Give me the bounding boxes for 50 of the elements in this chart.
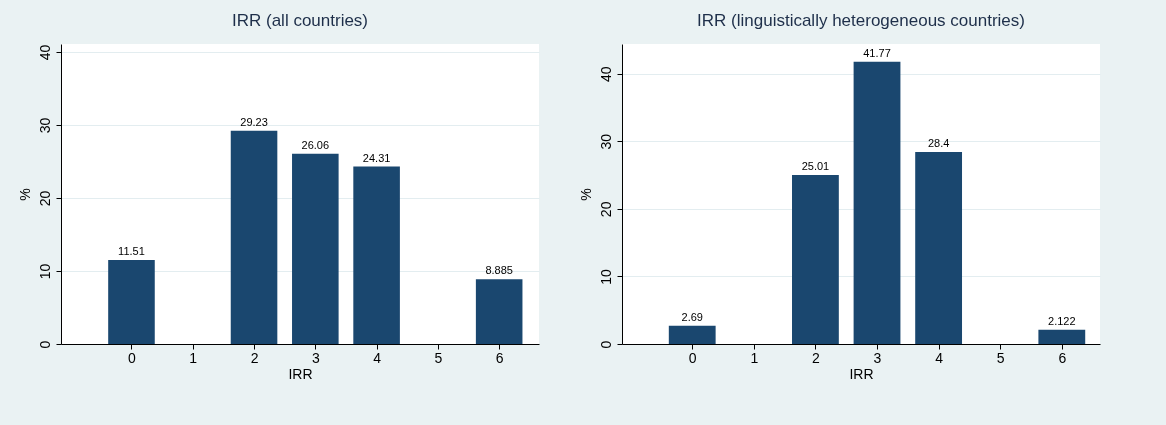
x-tick-label: 3 bbox=[873, 349, 882, 366]
y-axis-title: % bbox=[16, 188, 33, 201]
y-tick-label: 30 bbox=[36, 117, 53, 134]
x-tick-label: 4 bbox=[373, 349, 382, 366]
data-label: 24.31 bbox=[362, 151, 391, 164]
x-tick-label: 5 bbox=[996, 349, 1005, 366]
y-tick-label: 20 bbox=[36, 190, 53, 207]
y-tick-label: 40 bbox=[597, 66, 614, 83]
y-tick-label: 0 bbox=[597, 340, 614, 349]
data-label: 28.4 bbox=[927, 137, 950, 150]
data-label: 11.51 bbox=[118, 244, 145, 257]
data-label: 29.23 bbox=[240, 115, 268, 128]
bar bbox=[108, 259, 155, 344]
x-tick-label: 1 bbox=[750, 349, 759, 366]
data-label: 26.06 bbox=[301, 138, 330, 151]
y-tick-label: 0 bbox=[36, 340, 53, 349]
chart-title: IRR (all countries) bbox=[231, 11, 369, 30]
x-axis-title: IRR bbox=[288, 365, 313, 382]
x-tick-label: 3 bbox=[311, 349, 320, 366]
data-label: 2.69 bbox=[681, 310, 703, 323]
x-tick-label: 6 bbox=[1058, 349, 1067, 366]
bar bbox=[1038, 329, 1086, 344]
x-tick-label: 0 bbox=[688, 349, 697, 366]
chart-title: IRR (linguistically heterogeneous countries) bbox=[697, 11, 1025, 30]
y-tick-label: 20 bbox=[597, 201, 614, 218]
y-tick-label: 10 bbox=[36, 263, 53, 280]
bar bbox=[853, 61, 901, 344]
x-tick-label: 5 bbox=[434, 349, 443, 366]
y-tick-label: 30 bbox=[597, 133, 614, 150]
data-label: 25.01 bbox=[801, 160, 830, 173]
bar bbox=[292, 153, 339, 344]
data-label: 2.122 bbox=[1048, 314, 1076, 327]
y-tick-label: 40 bbox=[36, 44, 53, 61]
data-label: 41.77 bbox=[863, 46, 891, 59]
x-tick-label: 6 bbox=[495, 349, 504, 366]
x-tick-label: 2 bbox=[250, 349, 259, 366]
bar bbox=[792, 175, 839, 344]
y-tick-label: 10 bbox=[597, 268, 614, 285]
x-tick-label: 2 bbox=[812, 349, 821, 366]
bar bbox=[668, 325, 716, 344]
x-axis-title: IRR bbox=[849, 365, 874, 382]
data-label: 8.885 bbox=[485, 264, 513, 277]
x-tick-label: 1 bbox=[189, 349, 198, 366]
bar bbox=[353, 166, 400, 344]
y-axis-title: % bbox=[577, 188, 594, 201]
x-tick-label: 4 bbox=[935, 349, 944, 366]
bar bbox=[915, 152, 963, 344]
bar bbox=[475, 279, 523, 344]
bar bbox=[230, 130, 278, 344]
x-tick-label: 0 bbox=[128, 349, 137, 366]
